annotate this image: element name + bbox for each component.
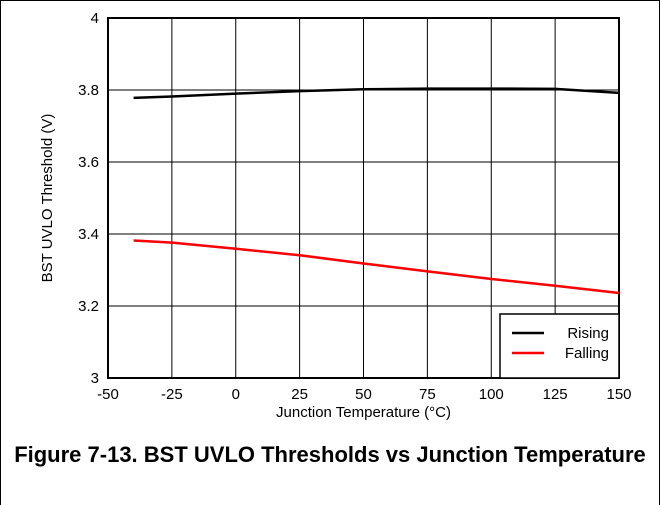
y-tick-label: 3 xyxy=(91,370,99,387)
plot-area xyxy=(107,17,620,379)
y-tick-labels: 3 3.2 3.4 3.6 3.8 4 xyxy=(78,10,99,387)
y-tick-label: 4 xyxy=(91,10,99,27)
x-tick-label: 100 xyxy=(479,386,504,403)
x-tick-labels: -50 -25 0 25 50 75 100 125 150 xyxy=(97,386,631,403)
series-line-rising xyxy=(133,87,620,100)
x-tick-label: 125 xyxy=(543,386,568,403)
legend-box xyxy=(499,313,620,379)
x-tick-label: 25 xyxy=(291,386,308,403)
x-tick-label: 50 xyxy=(355,386,372,403)
y-tick-label: 3.8 xyxy=(78,82,99,99)
x-tick-label: 75 xyxy=(419,386,436,403)
series-layer xyxy=(133,87,620,295)
figure-caption: Figure 7-13. BST UVLO Thresholds vs Junc… xyxy=(14,442,646,467)
x-tick-label: 150 xyxy=(606,386,631,403)
line-chart: -50 -25 0 25 50 75 100 125 150 3 3.2 3.4 3.6 3.8 4 Ju… xyxy=(39,10,632,421)
y-tick-label: 3.4 xyxy=(78,226,99,243)
y-axis-title: BST UVLO Threshold (V) xyxy=(39,114,56,283)
legend-label-rising: Rising xyxy=(567,325,609,342)
x-tick-label: 0 xyxy=(232,386,240,403)
legend: Rising Falling xyxy=(499,313,620,379)
legend-label-falling: Falling xyxy=(565,345,609,362)
y-tick-label: 3.2 xyxy=(78,298,99,315)
x-tick-label: -25 xyxy=(161,386,183,403)
series-line-falling xyxy=(133,239,620,295)
x-axis-title: Junction Temperature (°C) xyxy=(276,404,451,421)
y-tick-label: 3.6 xyxy=(78,154,99,171)
x-tick-label: -50 xyxy=(97,386,119,403)
